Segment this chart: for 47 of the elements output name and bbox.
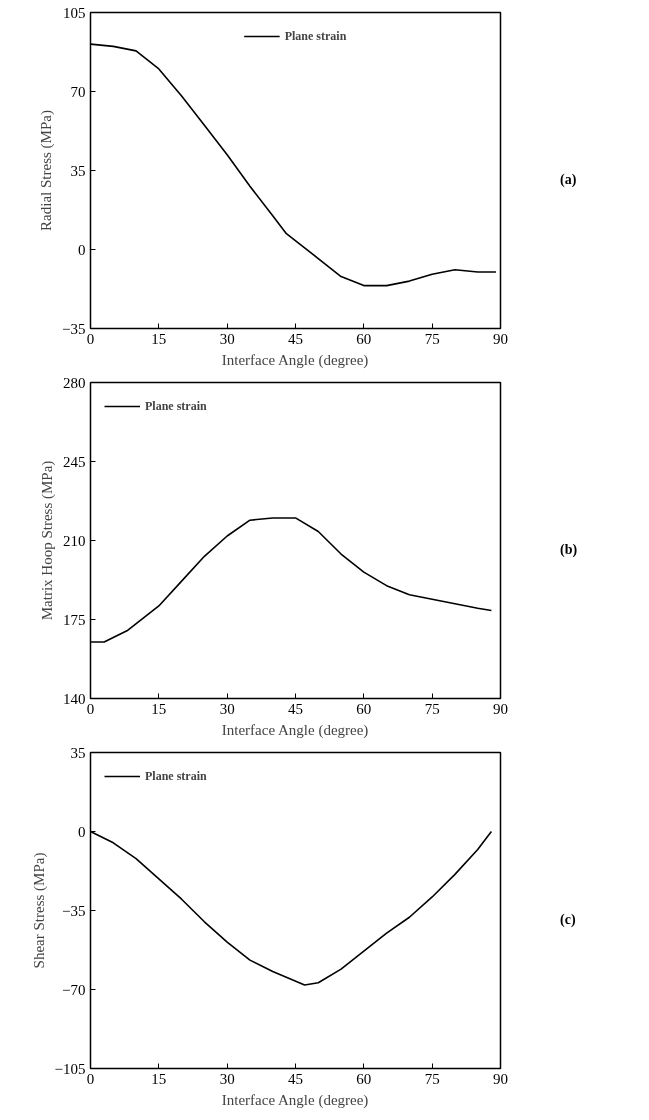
y-tick-label: 35 — [70, 744, 86, 761]
y-tick-label: 280 — [63, 374, 86, 391]
y-tick-label: −70 — [62, 981, 86, 998]
x-tick-label: 90 — [493, 700, 508, 717]
y-axis-title: Radial Stress (MPa) — [38, 110, 56, 231]
text: (b) — [560, 541, 578, 559]
x-axis-title: Interface Angle (degree) — [221, 1091, 369, 1109]
x-tick-label: 30 — [219, 700, 235, 717]
x-axis-title: Interface Angle (degree) — [221, 721, 369, 739]
y-tick-label: 245 — [63, 453, 86, 470]
text: (c) — [560, 911, 576, 929]
legend-label: Plane strain — [284, 28, 347, 44]
y-axis-title: Shear Stress (MPa) — [30, 852, 48, 969]
y-tick-label: 0 — [78, 823, 86, 840]
x-tick-label: 90 — [493, 1070, 508, 1087]
x-tick-label: 60 — [356, 330, 372, 347]
x-tick-label: 75 — [424, 700, 440, 717]
y-tick-label: 140 — [63, 690, 86, 707]
x-tick-label: 60 — [356, 700, 372, 717]
x-tick-label: 15 — [151, 1070, 167, 1087]
y-tick-label: 175 — [63, 611, 86, 628]
y-tick-label: 70 — [70, 83, 86, 100]
x-tick-label: 90 — [493, 330, 508, 347]
y-tick-label: −35 — [62, 320, 86, 337]
x-tick-label: 15 — [151, 700, 167, 717]
x-tick-label: 75 — [424, 1070, 440, 1087]
x-tick-label: 60 — [356, 1070, 372, 1087]
legend-label: Plane strain — [145, 398, 207, 414]
y-tick-label: 105 — [63, 4, 86, 21]
y-tick-label: −35 — [62, 902, 86, 919]
legend-label: Plane strain — [145, 768, 207, 784]
x-tick-label: 30 — [219, 330, 235, 347]
x-tick-label: 45 — [288, 700, 303, 717]
y-tick-label: −105 — [54, 1060, 86, 1077]
x-axis-title: Interface Angle (degree) — [221, 351, 369, 369]
x-tick-label: 45 — [288, 1070, 303, 1087]
y-tick-label: 210 — [63, 532, 86, 549]
y-tick-label: 35 — [70, 162, 86, 179]
line-series — [90, 43, 497, 287]
line-series — [90, 517, 493, 643]
x-tick-label: 15 — [151, 330, 167, 347]
x-tick-label: 30 — [219, 1070, 235, 1087]
text: (a) — [560, 171, 577, 189]
y-axis-title: Matrix Hoop Stress (MPa) — [39, 460, 56, 621]
y-tick-label: 0 — [78, 241, 86, 258]
x-tick-label: 75 — [424, 330, 440, 347]
x-tick-label: 45 — [288, 330, 303, 347]
